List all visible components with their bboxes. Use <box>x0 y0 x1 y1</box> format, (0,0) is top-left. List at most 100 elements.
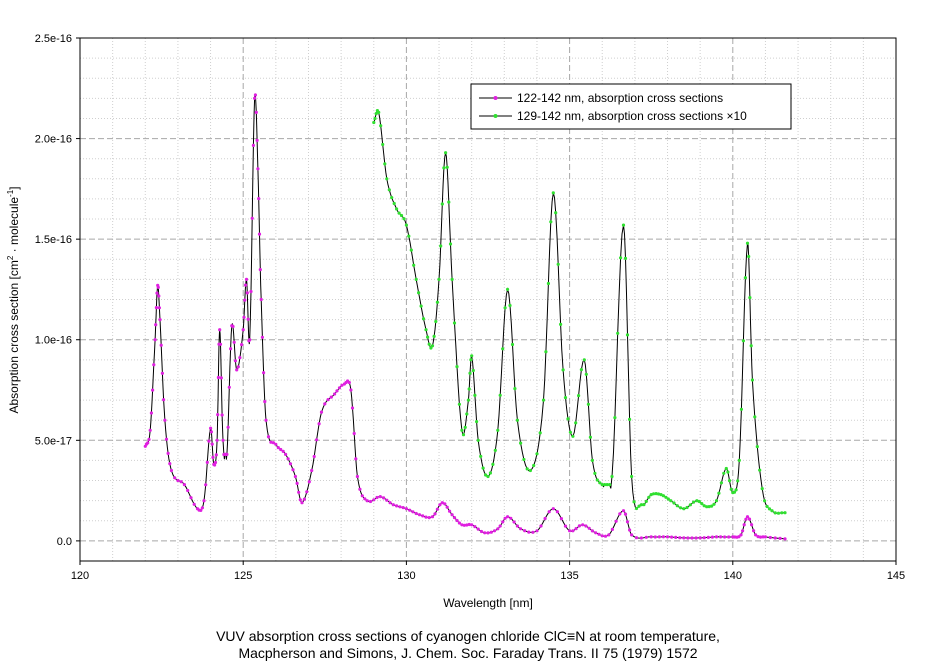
data-point <box>220 413 224 417</box>
data-point <box>207 439 211 443</box>
data-point <box>479 529 484 534</box>
data-point <box>157 306 161 310</box>
data-point <box>770 509 774 513</box>
legend-box <box>470 83 792 130</box>
data-point <box>628 528 632 532</box>
data-point <box>678 536 682 540</box>
data-point <box>656 492 661 496</box>
data-point <box>435 507 439 511</box>
data-point <box>561 368 565 372</box>
data-point <box>315 438 319 442</box>
data-point <box>568 529 572 533</box>
data-point <box>481 466 485 470</box>
data-point <box>749 344 753 348</box>
data-point <box>519 527 523 531</box>
data-point <box>460 523 464 527</box>
data-point <box>597 532 601 536</box>
data-point <box>284 452 288 456</box>
legend-label-1: 122-142 nm, absorption cross sections <box>517 91 723 105</box>
data-point <box>554 211 558 215</box>
data-point <box>244 283 248 287</box>
data-point <box>452 321 457 325</box>
data-point <box>266 435 271 439</box>
data-point <box>621 509 626 513</box>
series <box>143 93 787 541</box>
data-point <box>360 494 364 498</box>
data-point <box>780 511 784 515</box>
data-point <box>216 375 220 380</box>
data-point <box>281 449 285 453</box>
data-point <box>692 500 696 504</box>
data-point <box>245 291 249 295</box>
data-point <box>702 504 706 508</box>
data-point <box>424 515 428 519</box>
data-point <box>756 535 760 539</box>
data-point <box>257 232 262 236</box>
data-point <box>752 529 756 533</box>
data-point <box>219 376 223 380</box>
data-point <box>391 503 395 507</box>
data-point <box>705 505 709 509</box>
data-point <box>236 365 240 369</box>
data-point <box>574 527 578 531</box>
data-point <box>685 505 689 510</box>
data-point <box>192 502 196 506</box>
data-point <box>319 410 324 414</box>
data-point <box>148 428 152 432</box>
data-point <box>706 535 710 540</box>
data-point <box>661 535 666 539</box>
y-tick-label: 1.5e-16 <box>35 234 72 246</box>
data-point <box>515 524 520 528</box>
data-point <box>630 474 634 479</box>
data-point <box>577 524 582 528</box>
data-point <box>462 523 466 527</box>
data-point <box>745 241 750 245</box>
data-point <box>379 124 383 128</box>
data-point <box>652 492 656 496</box>
data-point <box>238 356 242 360</box>
data-point <box>486 531 490 535</box>
data-point <box>333 392 337 396</box>
data-point <box>531 530 535 534</box>
data-point <box>426 335 430 339</box>
data-point <box>608 483 612 487</box>
data-point <box>758 535 763 539</box>
data-point <box>382 496 386 500</box>
data-point <box>483 531 487 535</box>
data-point <box>302 497 306 501</box>
data-point <box>664 495 668 499</box>
data-point <box>461 433 466 437</box>
data-point <box>672 501 676 505</box>
data-point <box>496 428 500 432</box>
data-point <box>445 505 449 509</box>
data-point <box>279 447 283 452</box>
data-point <box>492 529 497 533</box>
legend: 122-142 nm, absorption cross sections 12… <box>470 83 792 130</box>
y-axis-title: Absorption cross section [cm2 · molecule… <box>6 186 21 413</box>
y-tick-label: 2.0e-16 <box>35 134 72 146</box>
data-point <box>297 490 301 494</box>
data-point <box>726 470 730 474</box>
data-point <box>414 511 418 516</box>
data-point <box>335 389 339 393</box>
data-point <box>189 496 193 500</box>
data-point <box>501 347 505 351</box>
data-point <box>694 536 698 540</box>
x-tick-label: 130 <box>397 570 415 582</box>
data-point <box>209 426 213 430</box>
data-point <box>607 533 611 537</box>
x-tick-label: 120 <box>71 570 89 582</box>
data-point <box>707 505 711 509</box>
data-point <box>686 536 690 540</box>
data-point <box>467 522 471 527</box>
data-point <box>600 534 604 538</box>
data-point <box>773 511 777 515</box>
data-point <box>736 479 740 483</box>
data-point <box>258 268 262 272</box>
data-point <box>555 510 560 514</box>
data-point <box>168 462 172 466</box>
data-point <box>471 368 475 373</box>
data-point <box>476 438 480 442</box>
data-point <box>670 535 674 539</box>
data-point <box>747 517 752 521</box>
